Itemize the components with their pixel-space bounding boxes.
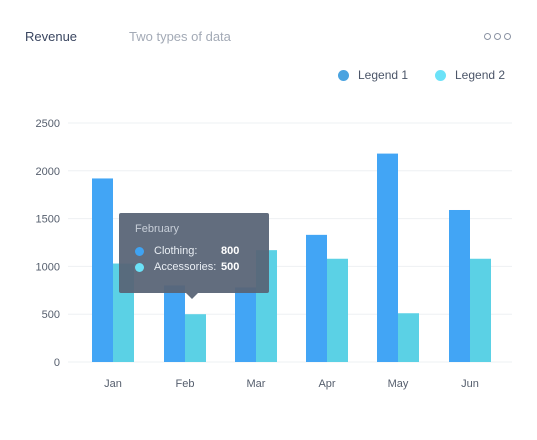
x-tick-label: Feb xyxy=(176,378,195,390)
bar-1-feb xyxy=(164,285,185,362)
card-header: Revenue Two types of data xyxy=(0,0,537,60)
card-title: Revenue xyxy=(25,29,78,44)
y-tick-label: 500 xyxy=(42,309,60,321)
x-tick-label: Apr xyxy=(318,378,335,390)
legend-label-1: Legend 1 xyxy=(358,68,409,82)
tooltip-swatch-1 xyxy=(135,246,144,256)
bar-1-jan xyxy=(92,178,113,362)
bar-2-may xyxy=(398,313,419,362)
bar-1-may xyxy=(377,153,398,362)
x-tick-label: Jun xyxy=(461,378,479,390)
bar-1-jun xyxy=(449,209,470,362)
chart-tooltip: February Clothing: 800 Accessories: 500 xyxy=(119,213,269,299)
x-tick-label: May xyxy=(388,378,409,390)
tooltip-label-2: Accessories: xyxy=(154,261,217,273)
more-dot xyxy=(484,33,491,40)
chart-legend: Legend 1 Legend 2 xyxy=(0,68,537,84)
tooltip-row-1: Clothing: 800 xyxy=(135,245,239,257)
y-tick-label: 0 xyxy=(54,357,60,369)
bar-2-feb xyxy=(185,314,206,362)
more-dot xyxy=(494,33,501,40)
card-subtitle: Two types of data xyxy=(129,29,231,44)
legend-item-2[interactable]: Legend 2 xyxy=(435,68,505,82)
more-icon[interactable] xyxy=(484,33,511,40)
tooltip-swatch-2 xyxy=(135,262,144,272)
legend-label-2: Legend 2 xyxy=(455,68,506,82)
tooltip-value-1: 800 xyxy=(221,245,240,257)
y-tick-label: 1500 xyxy=(36,214,60,226)
bar-1-mar xyxy=(235,287,256,362)
y-tick-label: 2500 xyxy=(36,118,60,130)
y-tick-label: 2000 xyxy=(36,166,60,178)
tooltip-title: February xyxy=(135,223,180,235)
tooltip-row-2: Accessories: 500 xyxy=(135,261,239,273)
tooltip-value-2: 500 xyxy=(221,261,240,273)
y-tick-label: 1000 xyxy=(36,261,60,273)
bar-1-apr xyxy=(306,234,327,362)
legend-item-1[interactable]: Legend 1 xyxy=(338,68,408,82)
legend-swatch-1 xyxy=(338,69,349,81)
x-tick-label: Mar xyxy=(247,378,266,390)
x-tick-label: Jan xyxy=(104,378,122,390)
tooltip-label-1: Clothing: xyxy=(154,245,198,257)
legend-swatch-2 xyxy=(435,69,446,81)
bar-2-jun xyxy=(470,258,491,362)
bar-2-apr xyxy=(327,258,348,362)
more-dot xyxy=(504,33,511,40)
